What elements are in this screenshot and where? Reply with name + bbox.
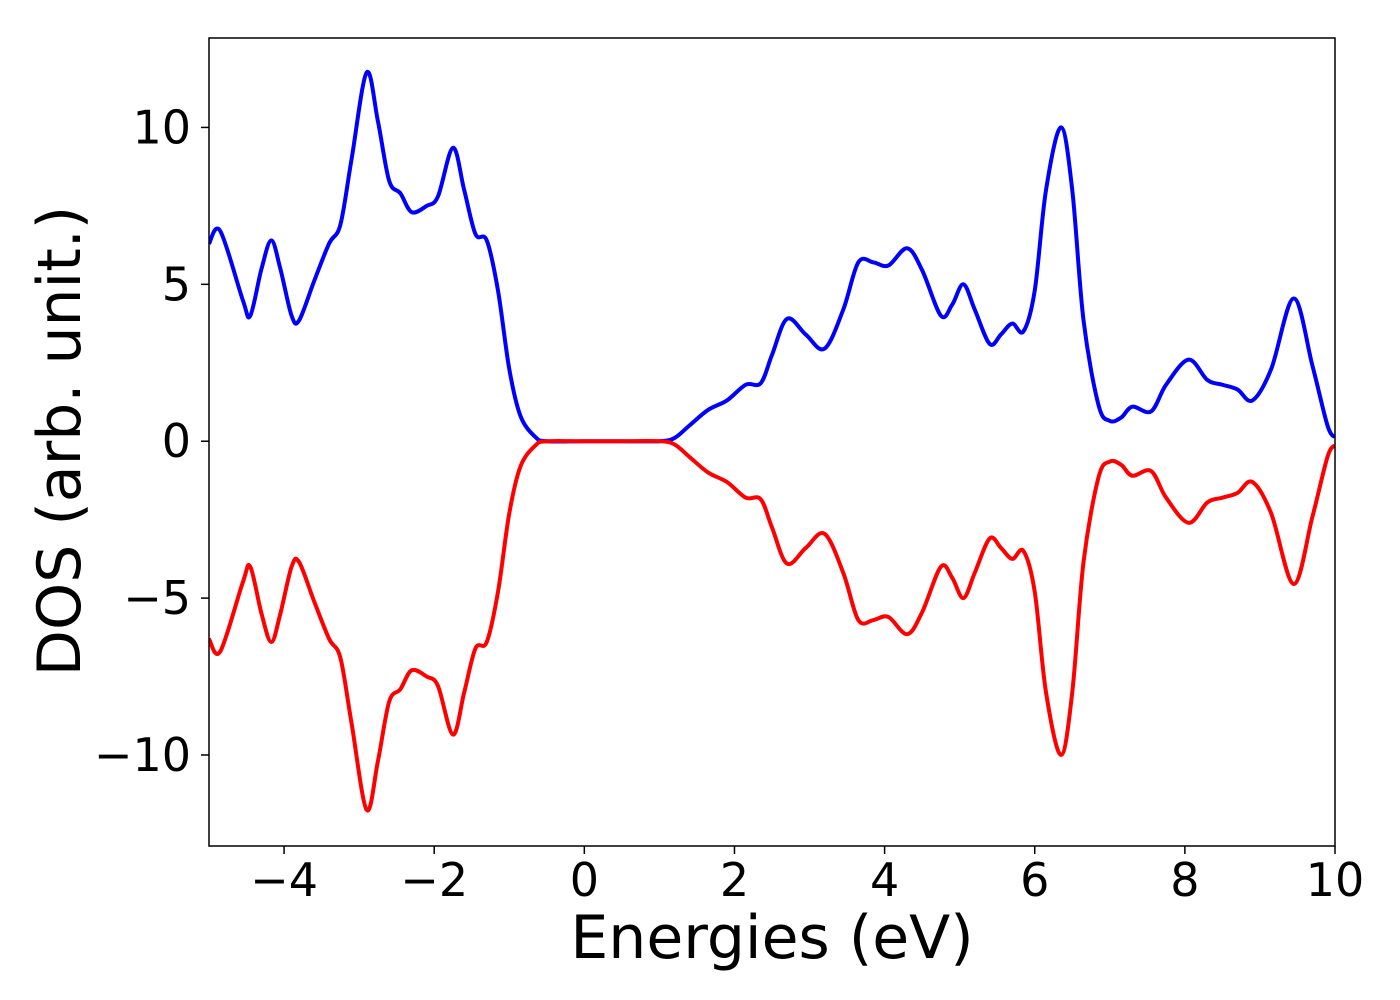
y-tick-label: 0 [162, 414, 191, 468]
x-tick-label: 6 [1020, 853, 1049, 907]
plot-frame [208, 37, 1336, 847]
y-tick-label: 10 [132, 100, 191, 154]
x-tick-label: 2 [720, 853, 749, 907]
x-tick-label: −4 [250, 853, 318, 907]
y-tick-label: −10 [94, 728, 191, 782]
dos-line [209, 438, 1335, 813]
x-tick-label: 8 [1170, 853, 1199, 907]
x-tick-label: 10 [1306, 853, 1365, 907]
y-tick-label: −5 [123, 571, 191, 625]
dos-line [209, 70, 1335, 444]
x-tick-label: 4 [870, 853, 899, 907]
y-tick-label: 5 [162, 257, 191, 311]
x-tick-label: −2 [400, 853, 468, 907]
x-axis-label: Energies (eV) [570, 903, 973, 973]
x-tick-label: 0 [570, 853, 599, 907]
y-axis-label: DOS (arb. unit.) [25, 206, 95, 676]
